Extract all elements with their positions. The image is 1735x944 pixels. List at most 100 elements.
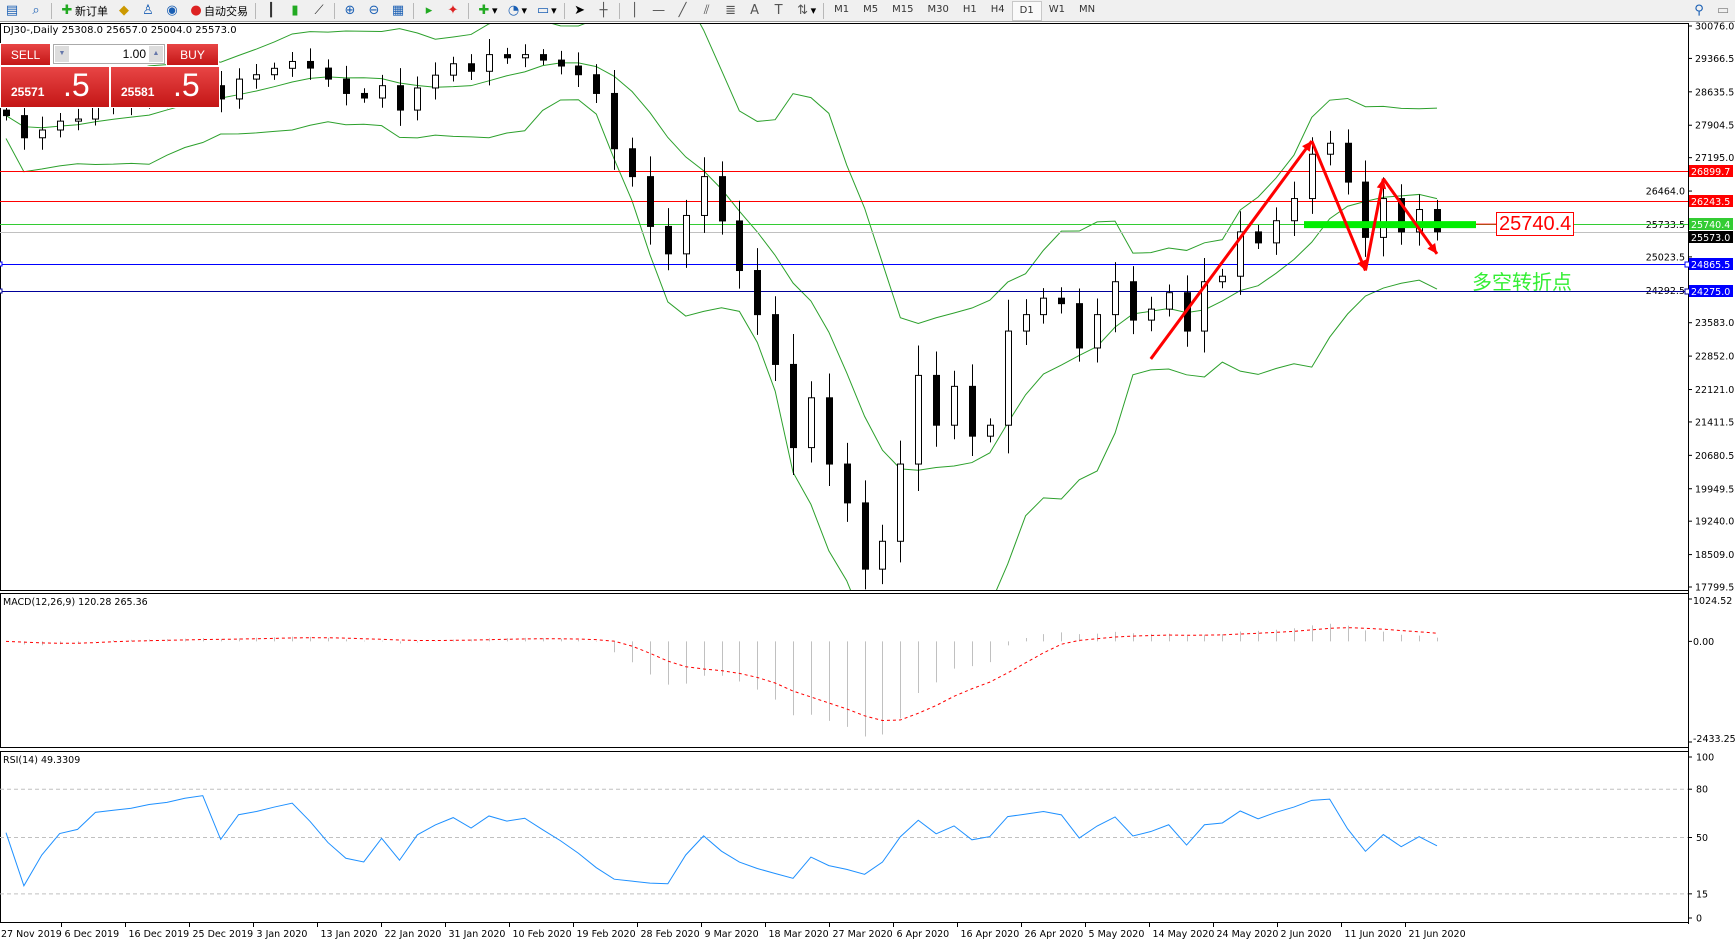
vertical-line-button[interactable]: │ xyxy=(623,1,647,21)
bearish-candle xyxy=(754,270,761,316)
bearish-candle xyxy=(1345,142,1352,183)
timeframe-h1[interactable]: H1 xyxy=(962,3,977,15)
date-axis-label: 6 Dec 2019 xyxy=(65,929,120,940)
metaeditor-button[interactable]: ◆ xyxy=(112,1,136,21)
trend-arrow-line xyxy=(1382,177,1439,255)
bearish-candle xyxy=(969,385,976,437)
navigator-button[interactable]: ♙ xyxy=(136,1,160,21)
market-watch-button[interactable]: ▤ xyxy=(0,1,24,21)
new-order-button[interactable]: ✚ 新订单 xyxy=(55,1,112,21)
price-axis-label: 25733.5 xyxy=(1646,220,1685,231)
volume-decrease-button[interactable]: ▼ xyxy=(55,46,69,62)
channel-button[interactable]: ⫽ xyxy=(695,1,719,21)
buy-button[interactable]: BUY xyxy=(166,43,219,66)
price-axis-label: 30076.0 xyxy=(1695,22,1734,33)
divider xyxy=(51,2,52,19)
timeframe-m5[interactable]: M5 xyxy=(863,3,879,15)
horizontal-line-icon: — xyxy=(652,2,666,18)
price-line-label: 24865.5 xyxy=(1691,260,1730,271)
one-click-trading-panel: SELL ▼ 1.00 ▲ BUY 25571 .5 25581 .5 xyxy=(0,43,220,108)
chart-shift-button[interactable]: ✦ xyxy=(441,1,465,21)
bullish-candle xyxy=(1166,292,1173,310)
periods-button[interactable]: ◔ ▾ xyxy=(502,1,532,21)
fibonacci-button[interactable]: ≣ xyxy=(719,1,743,21)
timeframe-w1[interactable]: W1 xyxy=(1048,3,1065,15)
horizontal-line-button[interactable]: — xyxy=(647,1,671,21)
rsi-axis-label: 100 xyxy=(1696,753,1714,764)
timeframe-m1[interactable]: M1 xyxy=(834,3,850,15)
chat-icon: ▭ xyxy=(1716,2,1730,18)
cursor-button[interactable]: ➤ xyxy=(568,1,592,21)
timeframe-h4[interactable]: H4 xyxy=(990,3,1005,15)
divider xyxy=(618,2,620,19)
sell-button[interactable]: SELL xyxy=(0,43,51,66)
bearish-candle xyxy=(593,74,600,94)
crosshair-button[interactable]: ┼ xyxy=(592,1,616,21)
fibonacci-icon: ≣ xyxy=(725,2,737,18)
signal-icon: ◉ xyxy=(166,2,178,18)
trendline-button[interactable]: ╱ xyxy=(671,1,695,21)
zoom-in-button[interactable]: ⊕ xyxy=(338,1,362,21)
timeframe-m15[interactable]: M15 xyxy=(892,3,914,15)
price-axis-label: 20680.5 xyxy=(1695,451,1734,462)
timeframe-mn[interactable]: MN xyxy=(1078,3,1096,15)
timeframe-d1[interactable]: D1 xyxy=(1011,0,1042,21)
line-chart-button[interactable]: ⟋ xyxy=(307,1,331,21)
bullish-candle xyxy=(92,106,99,120)
text-button[interactable]: A xyxy=(743,1,767,21)
buy-price-button[interactable]: 25581 .5 xyxy=(110,66,220,108)
bullish-candle xyxy=(75,118,82,122)
bearish-candle xyxy=(862,502,869,570)
macd-signal-line xyxy=(5,627,1438,722)
price-line-label: 24275.0 xyxy=(1691,287,1730,298)
bearish-candle xyxy=(307,60,314,69)
sell-price-button[interactable]: 25571 .5 xyxy=(0,66,110,108)
volume-value: 1.00 xyxy=(122,47,146,61)
bullish-candle xyxy=(1273,220,1280,244)
book-icon: ◆ xyxy=(119,2,129,18)
arrows-button[interactable]: ⇅ ▾ xyxy=(791,1,821,21)
bearish-candle xyxy=(1434,209,1441,233)
price-label-background xyxy=(1689,195,1733,207)
auto-trading-button[interactable]: ● 自动交易 xyxy=(184,1,252,21)
date-axis-label: 3 Jan 2020 xyxy=(257,929,308,940)
arrows-icon: ⇅ xyxy=(797,2,809,18)
autoscroll-button[interactable]: ▸ xyxy=(417,1,441,21)
bar-chart-button[interactable]: ┃ xyxy=(259,1,283,21)
trend-arrow-line xyxy=(1149,140,1313,360)
bearish-candle xyxy=(933,374,940,426)
turning-point-annotation[interactable]: 多空转折点 xyxy=(1472,270,1572,294)
auto-trading-label: 自动交易 xyxy=(204,4,248,18)
zoom-out-button[interactable]: ⊖ xyxy=(362,1,386,21)
price-axis-label: 18509.0 xyxy=(1695,550,1734,561)
bearish-candle xyxy=(343,78,350,94)
zoom-out-icon: ⊖ xyxy=(368,2,380,18)
price-annotation-box[interactable]: 25740.4 xyxy=(1496,212,1575,236)
divider xyxy=(413,2,414,19)
chat-button[interactable]: ▭ xyxy=(1711,1,1735,21)
templates-button[interactable]: ▭ ▾ xyxy=(536,2,557,18)
line-handle xyxy=(0,288,3,294)
bearish-candle xyxy=(790,363,797,449)
volume-input[interactable]: ▼ 1.00 ▲ xyxy=(53,44,165,64)
search-button[interactable]: ⚲ xyxy=(1687,1,1711,21)
price-label-background xyxy=(1689,258,1733,270)
bullish-candle xyxy=(1094,314,1101,349)
divider xyxy=(255,2,256,19)
chart-title: DJ30-,Daily 25308.0 25657.0 25004.0 2557… xyxy=(3,25,237,36)
zoom-window-button[interactable]: ⌕ xyxy=(24,1,48,21)
bearish-candle xyxy=(719,176,726,222)
bullish-candle xyxy=(1148,308,1155,321)
tile-windows-button[interactable]: ▦ xyxy=(386,1,410,21)
bullish-candle xyxy=(1112,281,1119,316)
volume-increase-button[interactable]: ▲ xyxy=(149,46,163,62)
text-icon: A xyxy=(750,2,760,18)
timeframe-m30[interactable]: M30 xyxy=(927,3,949,15)
text-label-button[interactable]: T xyxy=(767,1,791,21)
signals-button[interactable]: ◉ xyxy=(160,1,184,21)
macd-axis-label: 0.00 xyxy=(1693,637,1714,648)
bullish-candle xyxy=(879,540,886,570)
candle-chart-button[interactable]: ▮ xyxy=(283,1,307,21)
indicators-button[interactable]: ✚ ▾ xyxy=(472,1,502,21)
